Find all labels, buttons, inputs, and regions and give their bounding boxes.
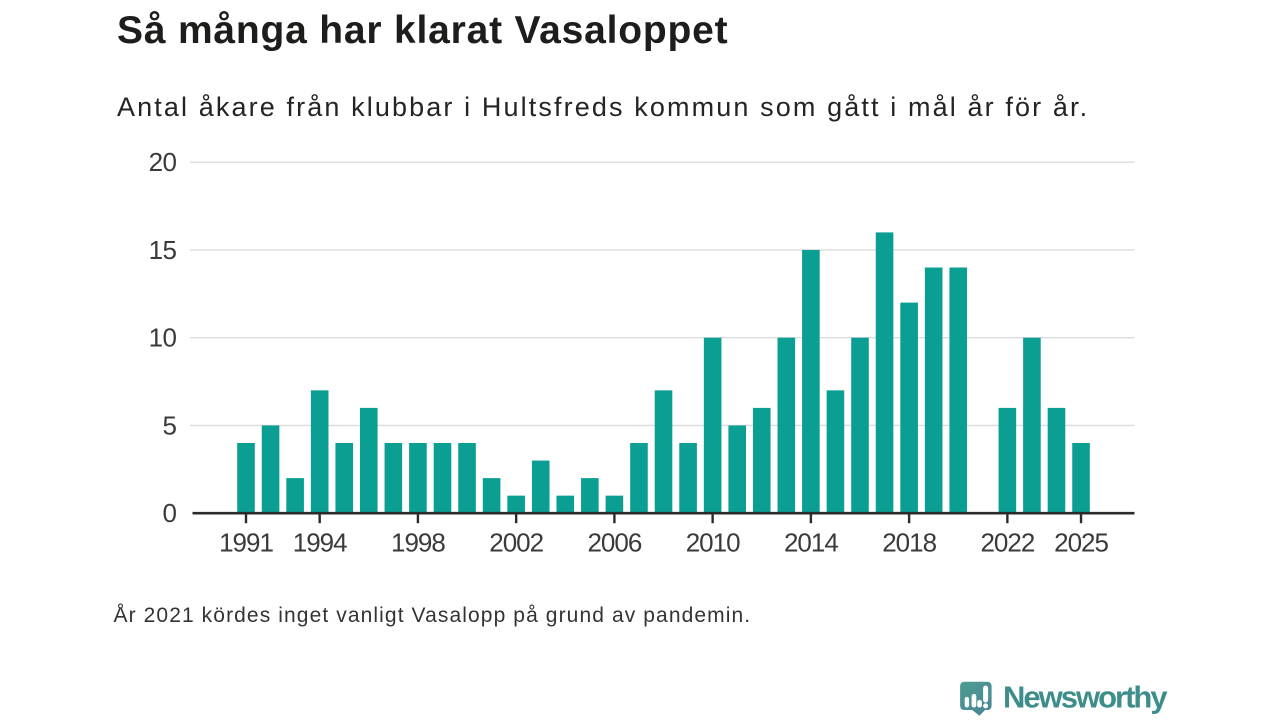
svg-text:2018: 2018	[882, 528, 936, 558]
svg-text:2014: 2014	[784, 528, 838, 558]
svg-text:15: 15	[149, 235, 177, 265]
svg-text:1991: 1991	[219, 528, 273, 558]
svg-text:1994: 1994	[293, 528, 347, 558]
svg-text:2006: 2006	[587, 528, 641, 558]
svg-text:1998: 1998	[391, 528, 445, 558]
svg-text:2022: 2022	[980, 528, 1034, 558]
svg-text:5: 5	[163, 410, 177, 440]
svg-text:2002: 2002	[489, 528, 543, 558]
svg-text:20: 20	[149, 147, 177, 177]
svg-text:Newsworthy: Newsworthy	[1003, 679, 1168, 714]
svg-text:2025: 2025	[1054, 528, 1108, 558]
svg-text:10: 10	[149, 323, 177, 353]
svg-text:2010: 2010	[686, 528, 740, 558]
svg-text:0: 0	[163, 498, 177, 528]
